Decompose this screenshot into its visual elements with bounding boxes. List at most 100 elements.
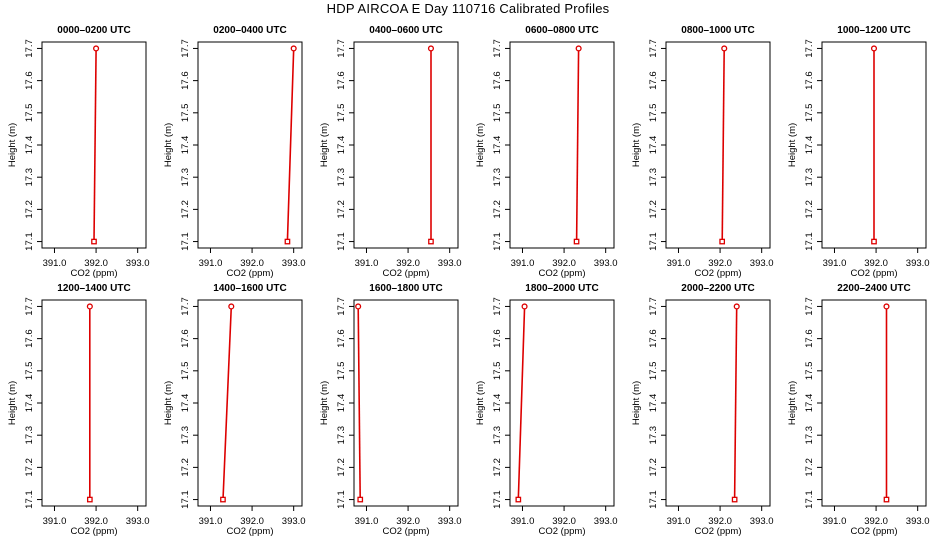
y-axis-label: Height (m) (631, 381, 642, 425)
y-tick-label: 17.3 (648, 168, 659, 187)
y-axis-label: Height (m) (163, 381, 174, 425)
y-axis-label: Height (m) (787, 123, 798, 167)
y-tick-label: 17.5 (648, 104, 659, 123)
x-axis-label: CO2 (ppm) (695, 268, 742, 279)
profile-line (222, 306, 233, 500)
y-tick-label: 17.1 (180, 490, 191, 509)
panel-title: 1200–1400 UTC (57, 283, 130, 294)
x-axis-label: CO2 (ppm) (695, 526, 742, 537)
y-tick-label: 17.4 (24, 136, 35, 155)
y-tick-label: 17.3 (24, 426, 35, 445)
plot-frame (197, 41, 303, 249)
y-tick-label: 17.4 (336, 136, 347, 155)
data-point-square (719, 238, 726, 245)
x-tick-label: 393.0 (906, 516, 930, 527)
x-tick-label: 392.0 (396, 516, 420, 527)
plot-frame (197, 299, 303, 507)
panel-0: 0000–0200 UTC 391.0 392.0 393.0 17.1 17.2 17.3… (7, 25, 150, 279)
data-point-square (428, 238, 434, 245)
x-tick-label: 391.0 (199, 258, 223, 269)
x-tick-label: 391.0 (823, 516, 847, 527)
y-tick-label: 17.6 (24, 329, 35, 348)
profile-line (357, 306, 361, 500)
panel-title: 1000–1200 UTC (837, 25, 910, 36)
y-tick-label: 17.2 (492, 458, 503, 477)
y-tick-label: 17.4 (492, 136, 503, 155)
x-axis-label: CO2 (ppm) (227, 526, 274, 537)
y-tick-label: 17.5 (24, 362, 35, 381)
plot-frame (41, 299, 147, 507)
x-tick-label: 392.0 (552, 516, 576, 527)
y-tick-label: 17.6 (24, 71, 35, 90)
y-tick-label: 17.4 (492, 394, 503, 413)
y-tick-label: 17.6 (336, 329, 347, 348)
data-point-circle (721, 45, 728, 52)
y-tick-label: 17.5 (492, 104, 503, 123)
x-tick-label: 391.0 (823, 258, 847, 269)
y-tick-label: 17.1 (648, 490, 659, 509)
data-point-square (883, 496, 890, 503)
y-tick-label: 17.4 (804, 394, 815, 413)
y-tick-label: 17.4 (180, 394, 191, 413)
y-tick-label: 17.2 (648, 458, 659, 477)
x-tick-label: 392.0 (396, 258, 420, 269)
y-tick-label: 17.7 (24, 39, 35, 58)
x-tick-label: 393.0 (126, 516, 150, 527)
y-tick-label: 17.3 (804, 168, 815, 187)
x-tick-label: 393.0 (126, 258, 150, 269)
x-axis-label: CO2 (ppm) (71, 526, 118, 537)
y-tick-label: 17.6 (648, 329, 659, 348)
data-point-square (573, 238, 580, 245)
x-tick-label: 391.0 (511, 258, 535, 269)
x-tick-label: 392.0 (240, 516, 264, 527)
y-tick-label: 17.6 (648, 71, 659, 90)
y-axis-label: Height (m) (319, 381, 330, 425)
x-tick-label: 393.0 (750, 258, 774, 269)
y-tick-label: 17.7 (24, 297, 35, 316)
panel-2: 0400–0600 UTC 391.0 392.0 393.0 17.1 17.2 17.3… (319, 25, 462, 279)
y-tick-label: 17.1 (180, 232, 191, 251)
x-axis-label: CO2 (ppm) (539, 268, 586, 279)
panel-9: 1800–2000 UTC 391.0 392.0 393.0 17.1 17.2 17.3… (475, 283, 618, 537)
plot-frame (821, 299, 927, 507)
x-tick-label: 392.0 (864, 516, 888, 527)
panel-8: 1600–1800 UTC 391.0 392.0 393.0 17.1 17.2 17.3… (319, 283, 462, 537)
panel-3: 0600–0800 UTC 391.0 392.0 393.0 17.1 17.2 17.3… (475, 25, 618, 279)
y-tick-label: 17.1 (336, 232, 347, 251)
data-point-circle (733, 303, 740, 310)
y-tick-label: 17.6 (804, 329, 815, 348)
x-tick-label: 392.0 (864, 258, 888, 269)
y-tick-label: 17.7 (648, 39, 659, 58)
x-tick-label: 393.0 (594, 516, 618, 527)
y-tick-label: 17.3 (492, 168, 503, 187)
panel-10: 2000–2200 UTC 391.0 392.0 393.0 17.1 17.2 17.3… (631, 283, 774, 537)
panel-title: 1800–2000 UTC (525, 283, 598, 294)
y-tick-label: 17.5 (804, 362, 815, 381)
y-axis-label: Height (m) (631, 123, 642, 167)
x-tick-label: 392.0 (84, 516, 108, 527)
profile-line (286, 48, 295, 242)
profile-line (93, 48, 97, 242)
x-axis-label: CO2 (ppm) (851, 268, 898, 279)
y-axis-label: Height (m) (163, 123, 174, 167)
y-tick-label: 17.1 (24, 490, 35, 509)
data-point-circle (93, 45, 100, 52)
y-tick-label: 17.3 (336, 426, 347, 445)
x-tick-label: 391.0 (199, 516, 223, 527)
x-tick-label: 391.0 (355, 258, 379, 269)
y-tick-label: 17.1 (804, 490, 815, 509)
data-point-square (871, 238, 877, 245)
data-point-square (284, 238, 291, 245)
panel-title: 2000–2200 UTC (681, 283, 754, 294)
y-tick-label: 17.5 (648, 362, 659, 381)
profile-line (575, 48, 580, 242)
y-tick-label: 17.5 (180, 362, 191, 381)
y-tick-label: 17.4 (648, 394, 659, 413)
plot-frame (509, 41, 615, 249)
data-point-circle (883, 303, 890, 310)
data-point-circle (228, 303, 235, 310)
data-point-circle (86, 303, 93, 310)
panel-title: 2200–2400 UTC (837, 283, 910, 294)
panel-6: 1200–1400 UTC 391.0 392.0 393.0 17.1 17.2 17.3… (7, 283, 150, 537)
